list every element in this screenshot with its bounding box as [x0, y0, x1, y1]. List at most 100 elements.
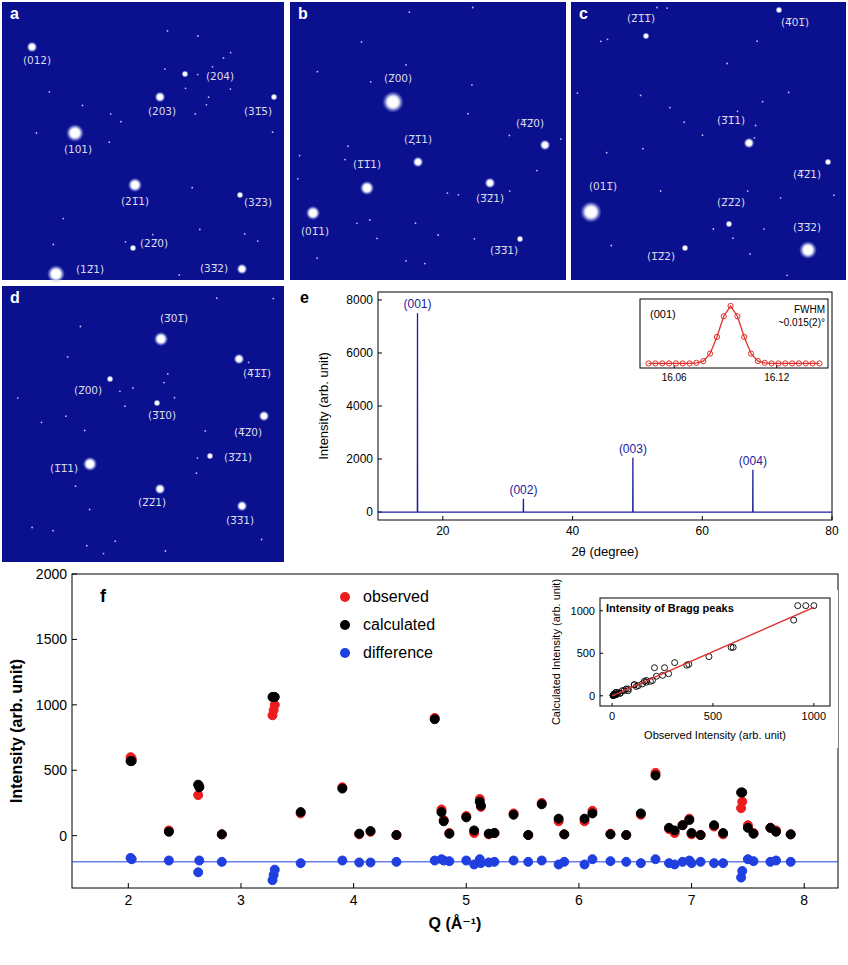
y-tick-label: 1000: [571, 605, 595, 617]
data-point: [651, 665, 657, 671]
x-tick: [712, 703, 713, 706]
spot-label: (12̅1): [76, 263, 104, 275]
data-point: [524, 831, 533, 840]
noise-dot: [656, 7, 658, 9]
noise-dot: [788, 92, 790, 94]
noise-dot: [356, 222, 358, 224]
bragg-spot-core: [158, 336, 164, 342]
noise-dot: [344, 159, 346, 161]
noise-dot: [114, 540, 116, 542]
noise-dot: [75, 485, 77, 487]
data-point: [710, 859, 719, 868]
bragg-spot: [129, 244, 136, 251]
fit-line: [612, 607, 814, 695]
noise-dot: [199, 229, 201, 231]
noise-dot: [754, 137, 756, 139]
data-point: [217, 857, 226, 866]
data-point: [651, 855, 660, 864]
noise-dot: [447, 192, 449, 194]
bragg-spot: [128, 178, 142, 192]
data-point: [270, 692, 279, 701]
plot-frame: [378, 292, 832, 520]
noise-dot: [248, 362, 250, 364]
y-tick: [378, 406, 382, 407]
detector-background: [2, 286, 284, 562]
bragg-spot-core: [183, 72, 186, 75]
x-tick-label: 0: [609, 710, 615, 722]
x-tick-label: 80: [825, 524, 839, 538]
bragg-spot-core: [132, 182, 138, 188]
data-point: [672, 660, 678, 666]
data-point: [622, 831, 631, 840]
spot-label: (4̅01̅): [781, 16, 809, 28]
bragg-spot-core: [131, 246, 134, 249]
data-point: [524, 857, 533, 866]
legend-label: observed: [363, 588, 429, 605]
bragg-spot-core: [488, 181, 493, 186]
noise-dot: [174, 397, 176, 399]
noise-dot: [472, 7, 474, 9]
bragg-spot: [681, 244, 688, 251]
noise-dot: [257, 240, 259, 242]
spot-label: (22̅0): [140, 237, 168, 249]
noise-dot: [261, 539, 263, 541]
spot-label: (101): [64, 143, 92, 155]
spot-label: (011̅): [589, 180, 617, 192]
noise-dot: [763, 228, 765, 230]
bragg-spot: [153, 399, 160, 406]
data-point: [749, 829, 758, 838]
x-tick: [702, 516, 703, 520]
spot-label: (2̅2̅2): [717, 196, 745, 208]
data-point: [786, 830, 795, 839]
diffraction-panel: (2̅1̅1̅)(4̅01̅)(3̅1̅1)(4̅2̅1)(011̅)(2̅2̅…: [571, 2, 846, 280]
data-point: [622, 857, 631, 866]
inset-background: [548, 590, 838, 748]
bragg-spot: [382, 91, 404, 113]
bragg-spot-core: [158, 95, 163, 100]
spot-label: (3̅2̅1): [476, 192, 504, 204]
data-point: [537, 856, 546, 865]
noise-dot: [508, 135, 510, 137]
bragg-spot-core: [87, 461, 93, 467]
noise-dot: [152, 234, 154, 236]
noise-dot: [165, 550, 167, 552]
bragg-spot-core: [364, 185, 370, 191]
noise-dot: [125, 241, 127, 243]
spot-label: (01̅1): [301, 225, 329, 237]
spot-label: (4̅1̅1̅): [243, 367, 271, 379]
noise-dot: [666, 7, 668, 9]
data-point: [430, 715, 439, 724]
figure: (012)(204)(203)(31̅5)(101)(21̅1)(32̅3)(2…: [0, 0, 848, 965]
x-tick-label: 5: [462, 892, 470, 908]
data-point: [696, 831, 705, 840]
noise-dot: [163, 382, 165, 384]
noise-dot: [208, 96, 210, 98]
data-point: [366, 858, 375, 867]
spot-label: (32̅3): [244, 196, 272, 208]
bragg-spot-core: [208, 454, 211, 457]
noise-dot: [437, 234, 439, 236]
data-point: [462, 813, 471, 822]
x-tick-label: 2: [124, 892, 132, 908]
legend-label: difference: [363, 644, 433, 661]
spot-label: (4̅2̅0): [234, 426, 262, 438]
noise-dot: [52, 244, 54, 246]
bragg-spot-core: [155, 401, 158, 404]
x-tick: [240, 883, 241, 888]
y-tick-label: 4000: [346, 399, 373, 413]
data-point: [355, 858, 364, 867]
data-point: [217, 830, 226, 839]
noise-dot: [474, 238, 476, 240]
bragg-spot-core: [586, 207, 596, 217]
bragg-spot: [270, 93, 277, 100]
y-tick: [600, 610, 603, 611]
noise-dot: [424, 263, 426, 265]
bragg-spot-core: [52, 270, 60, 278]
detector-background: [571, 2, 846, 280]
bragg-spot: [516, 235, 523, 242]
noise-dot: [52, 530, 54, 532]
bragg-spot-core: [388, 97, 398, 107]
data-point: [687, 829, 696, 838]
data-point: [685, 815, 694, 824]
bragg-spot: [306, 206, 320, 220]
